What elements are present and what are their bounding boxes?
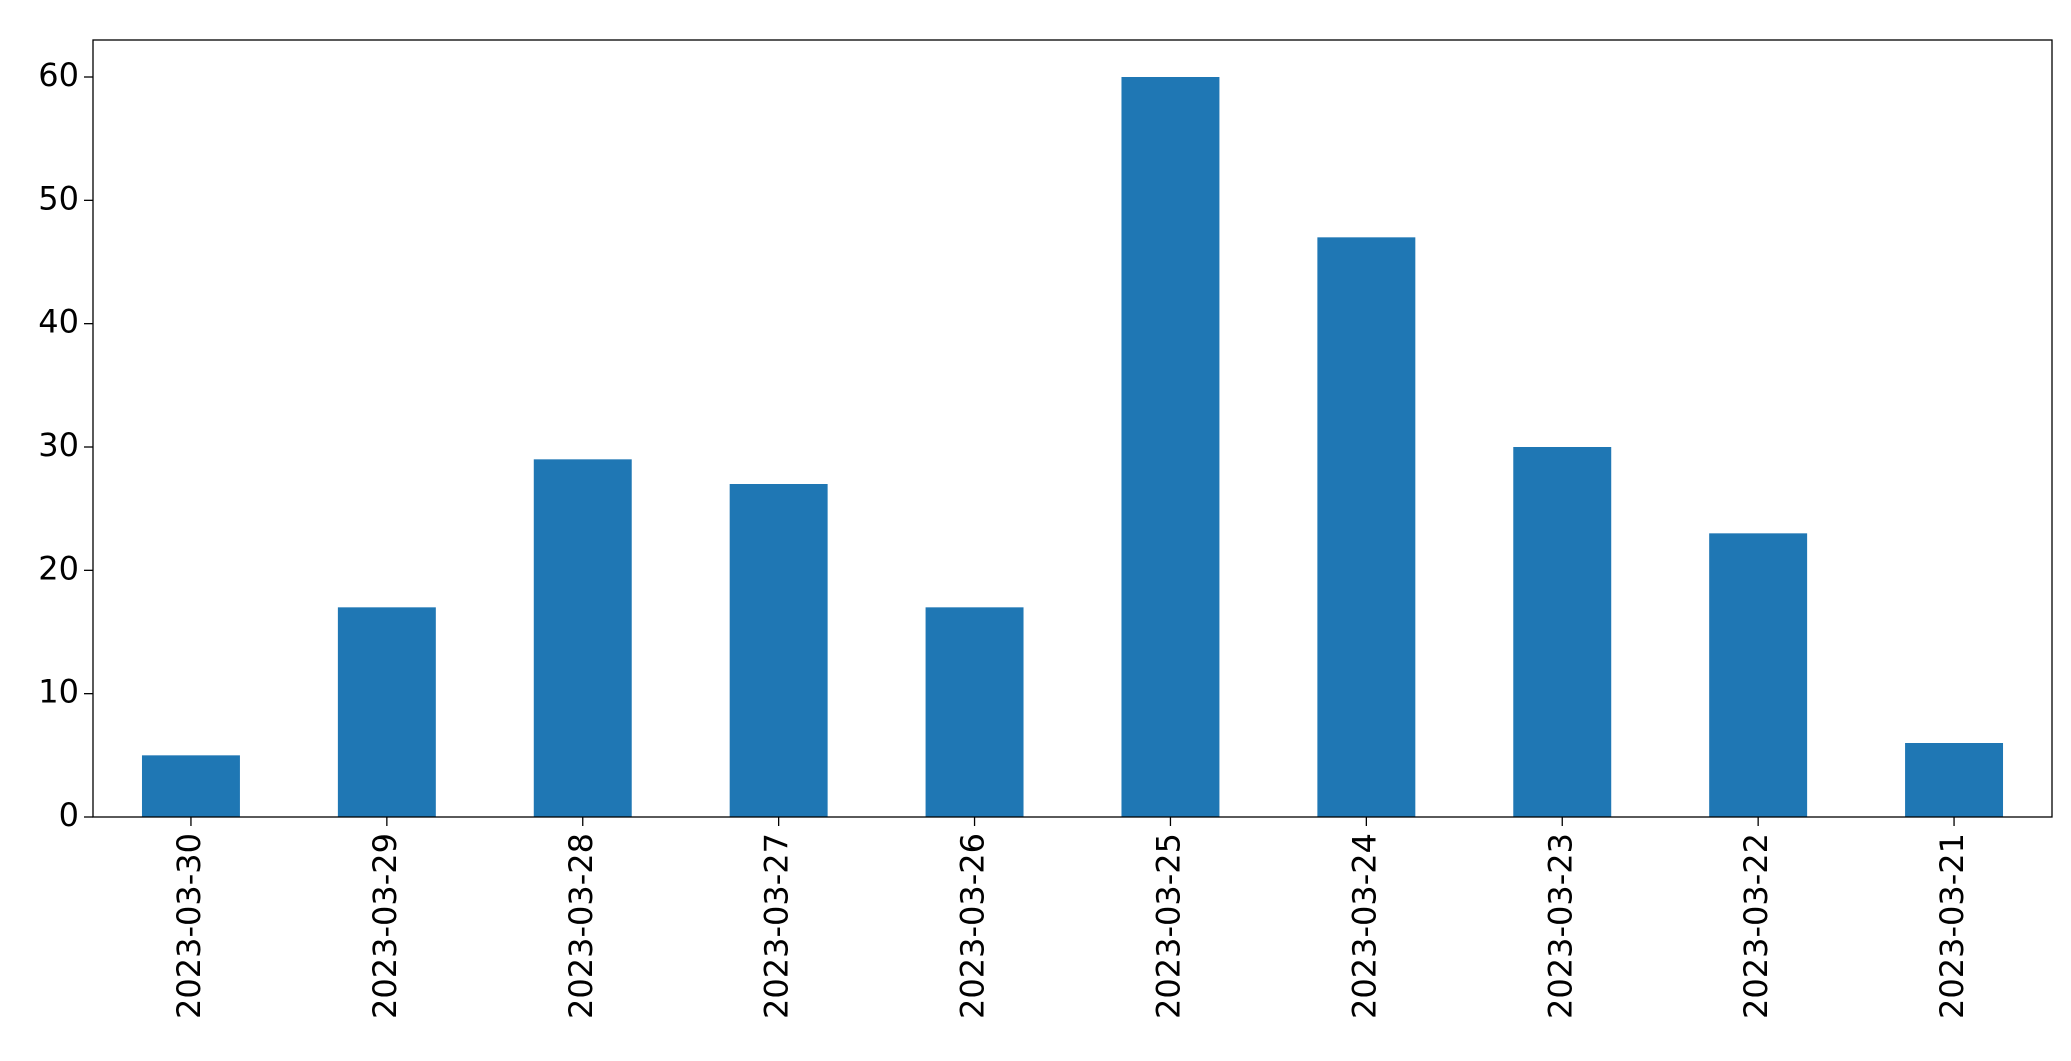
- y-tick-label: 40: [38, 303, 79, 341]
- y-tick-label: 60: [38, 56, 79, 94]
- x-tick-label: 2023-03-21: [1933, 833, 1971, 1019]
- bar: [729, 484, 828, 817]
- bar: [337, 607, 436, 817]
- x-tick-label: 2023-03-28: [562, 833, 600, 1019]
- bar: [1709, 533, 1808, 817]
- y-tick-label: 20: [38, 549, 79, 587]
- x-tick-label: 2023-03-22: [1737, 833, 1775, 1019]
- bar: [1513, 447, 1612, 817]
- x-tick-label: 2023-03-23: [1541, 833, 1579, 1019]
- plot-frame: [92, 39, 2053, 818]
- bar: [1317, 237, 1416, 818]
- bar: [533, 459, 632, 817]
- bar: [1121, 77, 1220, 817]
- x-tick-label: 2023-03-24: [1345, 833, 1383, 1019]
- bar: [1905, 743, 2004, 817]
- y-tick-label: 30: [38, 426, 79, 464]
- y-tick-label: 50: [38, 179, 79, 217]
- x-tick-label: 2023-03-27: [758, 833, 796, 1019]
- y-tick-label: 10: [38, 673, 79, 711]
- x-tick-label: 2023-03-25: [1149, 833, 1187, 1019]
- x-tick-label: 2023-03-29: [366, 833, 404, 1019]
- x-tick-label: 2023-03-30: [170, 833, 208, 1019]
- x-tick-label: 2023-03-26: [954, 833, 992, 1019]
- y-tick-label: 0: [59, 796, 79, 834]
- bar: [141, 755, 240, 817]
- bar: [925, 607, 1024, 817]
